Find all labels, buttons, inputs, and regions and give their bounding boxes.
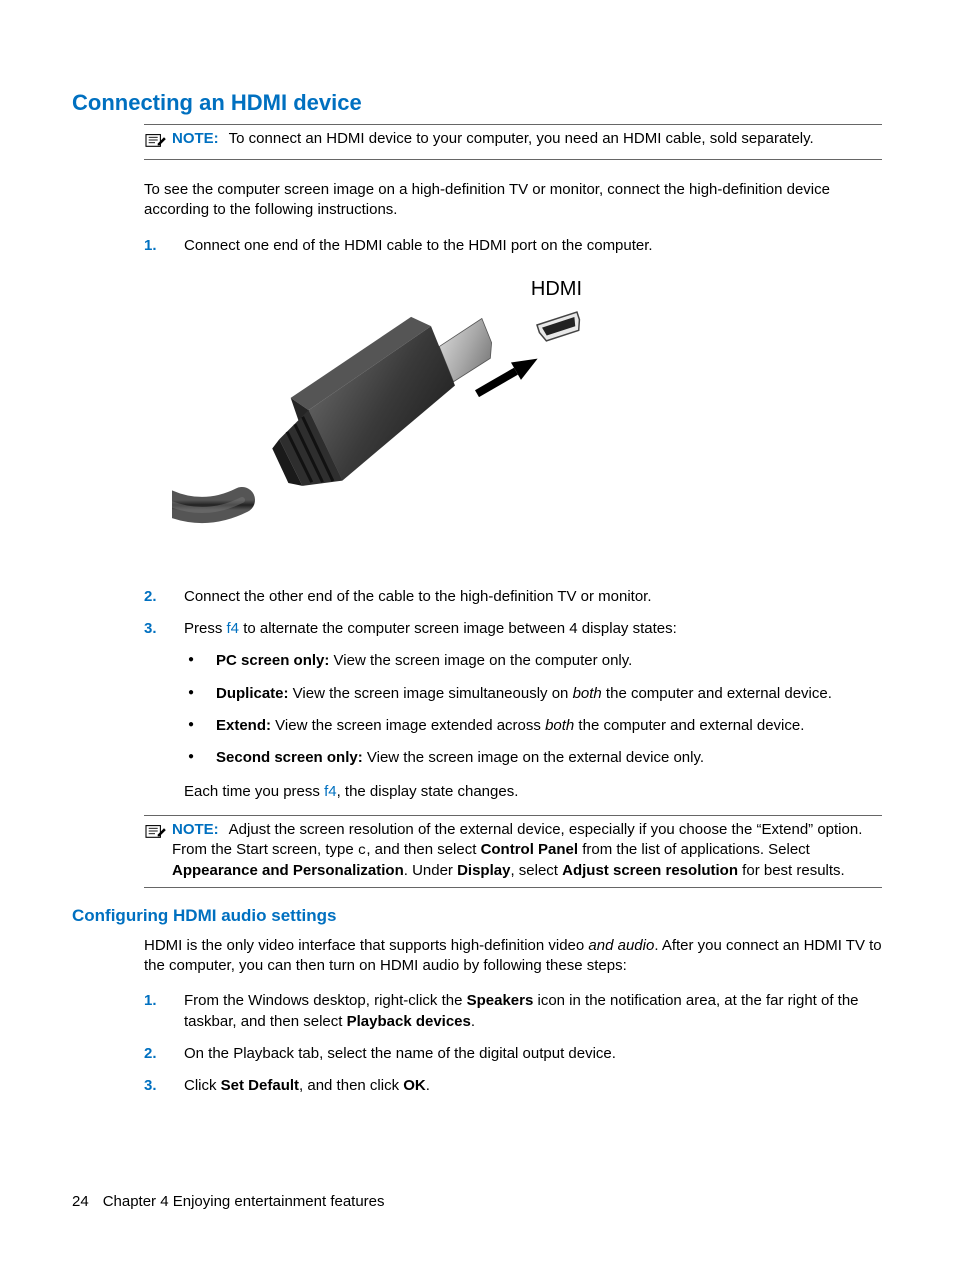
- bullet-text: View the screen image on the computer on…: [329, 652, 632, 669]
- text: View the screen image simultaneously on: [289, 685, 573, 702]
- intro-paragraph: To see the computer screen image on a hi…: [144, 180, 882, 221]
- step-text: Press f4 to alternate the computer scree…: [184, 619, 882, 803]
- text: , and then select: [366, 841, 480, 858]
- note-label: NOTE:: [172, 130, 219, 147]
- bullet-label: Second screen only:: [216, 749, 363, 766]
- list-item: Second screen only: View the screen imag…: [216, 748, 882, 768]
- hdmi-port-label: HDMI: [172, 278, 582, 301]
- text: for best results.: [738, 862, 845, 879]
- after-bullets-line: Each time you press f4, the display stat…: [184, 782, 882, 802]
- step-item: 1. Connect one end of the HDMI cable to …: [144, 236, 882, 256]
- text: From the Windows desktop, right-click th…: [184, 992, 467, 1009]
- subsection-intro: HDMI is the only video interface that su…: [144, 936, 882, 977]
- text: .: [471, 1013, 475, 1030]
- key-f4: f4: [227, 620, 240, 637]
- step-item: 1. From the Windows desktop, right-click…: [144, 991, 882, 1032]
- bold-text: Adjust screen resolution: [562, 862, 738, 879]
- hdmi-illustration: [172, 305, 612, 565]
- bold-text: Control Panel: [481, 841, 579, 858]
- text: Each time you press: [184, 783, 324, 800]
- bold-text: Set Default: [221, 1077, 299, 1094]
- text: Press: [184, 620, 227, 637]
- text: , and then click: [299, 1077, 403, 1094]
- note-label: NOTE:: [172, 821, 219, 838]
- text: , the display state changes.: [337, 783, 519, 800]
- text: the computer and external device.: [574, 717, 804, 734]
- step-text: Connect one end of the HDMI cable to the…: [184, 236, 882, 256]
- bold-text: Speakers: [467, 992, 534, 1009]
- italic-text: and audio: [588, 937, 654, 954]
- bold-text: Appearance and Personalization: [172, 862, 404, 879]
- page-number: 24: [72, 1193, 89, 1210]
- steps-list-a: 1. Connect one end of the HDMI cable to …: [144, 236, 882, 256]
- step-number: 3.: [144, 619, 162, 803]
- list-item: Extend: View the screen image extended a…: [216, 716, 882, 736]
- page: Connecting an HDMI device NOTE: To connec…: [0, 0, 954, 1270]
- step-text: On the Playback tab, select the name of …: [184, 1044, 882, 1064]
- bullet-label: Duplicate:: [216, 685, 289, 702]
- step-text: Connect the other end of the cable to th…: [184, 587, 882, 607]
- step-number: 2.: [144, 1044, 162, 1064]
- bullet-text: View the screen image on the external de…: [363, 749, 704, 766]
- steps-list-a-cont: 2. Connect the other end of the cable to…: [144, 587, 882, 803]
- bold-text: Display: [457, 862, 510, 879]
- step-item: 3. Click Set Default, and then click OK.: [144, 1076, 882, 1096]
- section-heading: Connecting an HDMI device: [72, 90, 882, 116]
- text: HDMI is the only video interface that su…: [144, 937, 588, 954]
- step-number: 2.: [144, 587, 162, 607]
- italic-text: both: [573, 685, 602, 702]
- step-text: From the Windows desktop, right-click th…: [184, 991, 882, 1032]
- text: the computer and external device.: [602, 685, 832, 702]
- text: Click: [184, 1077, 221, 1094]
- bullet-label: Extend:: [216, 717, 271, 734]
- text: . Under: [404, 862, 457, 879]
- bold-text: OK: [403, 1077, 426, 1094]
- note-body: NOTE:Adjust the screen resolution of the…: [172, 820, 882, 881]
- subsection-heading: Configuring HDMI audio settings: [72, 906, 882, 926]
- steps-list-b: 1. From the Windows desktop, right-click…: [144, 991, 882, 1096]
- text: , select: [510, 862, 562, 879]
- step-number: 1.: [144, 236, 162, 256]
- note-block-2: NOTE:Adjust the screen resolution of the…: [144, 815, 882, 888]
- text: .: [426, 1077, 430, 1094]
- note-icon: [144, 820, 168, 844]
- hdmi-figure: HDMI: [172, 278, 612, 569]
- text: View the screen image extended across: [271, 717, 545, 734]
- step-number: 3.: [144, 1076, 162, 1096]
- list-item: PC screen only: View the screen image on…: [216, 651, 882, 671]
- italic-text: both: [545, 717, 574, 734]
- chapter-title: Chapter 4 Enjoying entertainment feature…: [103, 1193, 385, 1210]
- step-item: 2. Connect the other end of the cable to…: [144, 587, 882, 607]
- display-states-list: PC screen only: View the screen image on…: [184, 651, 882, 768]
- step-number: 1.: [144, 991, 162, 1032]
- note-text: To connect an HDMI device to your comput…: [229, 130, 814, 147]
- note-icon: [144, 129, 168, 153]
- step-item: 3. Press f4 to alternate the computer sc…: [144, 619, 882, 803]
- key-f4: f4: [324, 783, 337, 800]
- bullet-label: PC screen only:: [216, 652, 329, 669]
- list-item: Duplicate: View the screen image simulta…: [216, 684, 882, 704]
- step-item: 2. On the Playback tab, select the name …: [144, 1044, 882, 1064]
- step-text: Click Set Default, and then click OK.: [184, 1076, 882, 1096]
- note-body: NOTE: To connect an HDMI device to your c…: [172, 129, 882, 149]
- text: to alternate the computer screen image b…: [239, 620, 677, 637]
- bold-text: Playback devices: [347, 1013, 471, 1030]
- text: from the list of applications. Select: [578, 841, 810, 858]
- page-footer: 24 Chapter 4 Enjoying entertainment featu…: [72, 1193, 385, 1210]
- note-block-1: NOTE: To connect an HDMI device to your c…: [144, 124, 882, 160]
